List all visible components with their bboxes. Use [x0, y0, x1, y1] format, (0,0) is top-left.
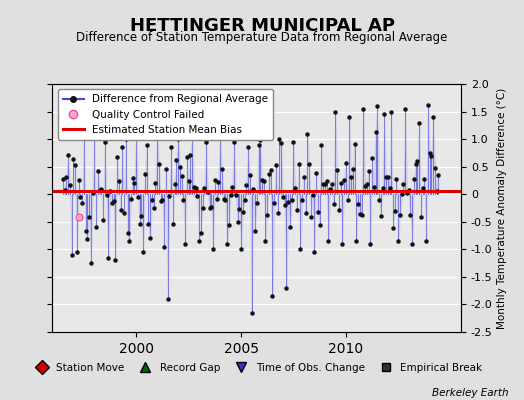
Text: Berkeley Earth: Berkeley Earth	[432, 388, 508, 398]
Legend: Station Move, Record Gap, Time of Obs. Change, Empirical Break: Station Move, Record Gap, Time of Obs. C…	[28, 360, 485, 376]
Text: Difference of Station Temperature Data from Regional Average: Difference of Station Temperature Data f…	[77, 32, 447, 44]
Legend: Difference from Regional Average, Quality Control Failed, Estimated Station Mean: Difference from Regional Average, Qualit…	[58, 89, 273, 140]
Text: HETTINGER MUNICIPAL AP: HETTINGER MUNICIPAL AP	[129, 17, 395, 35]
Y-axis label: Monthly Temperature Anomaly Difference (°C): Monthly Temperature Anomaly Difference (…	[497, 87, 507, 329]
